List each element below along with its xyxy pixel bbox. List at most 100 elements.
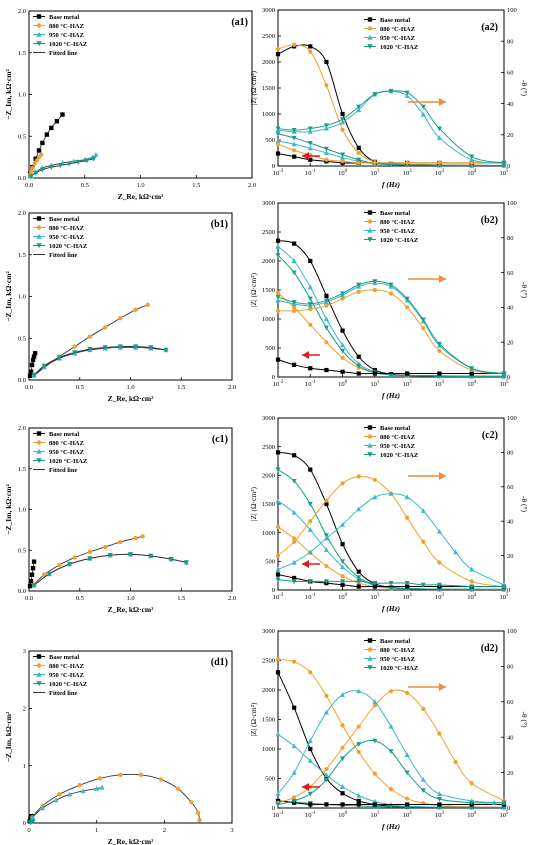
legend-marker — [36, 448, 42, 454]
legend-marker — [36, 458, 42, 464]
y-tick-label: 3000 — [262, 628, 275, 635]
legend-label: 950 °C-HAZ — [380, 35, 415, 42]
data-point — [436, 126, 442, 132]
data-point — [356, 802, 361, 807]
legend-marker — [36, 431, 42, 436]
data-point — [31, 354, 37, 359]
data-point — [56, 355, 63, 361]
x-tick-label: 0.5 — [76, 595, 84, 602]
legend: Base metal 880 °C-HAZ 950 °C-HAZ 1020 °C-HA… — [364, 638, 418, 672]
data-point — [436, 341, 442, 347]
data-point — [308, 366, 313, 371]
y-axis-label: |Z| (Ω·cm²) — [249, 71, 258, 105]
data-point — [340, 291, 346, 297]
y-tick-label: 0.5 — [18, 335, 26, 342]
y2-tick-label: 60 — [507, 70, 514, 77]
data-point — [356, 104, 362, 110]
data-point — [197, 817, 202, 823]
x-tick-exponent: 1 — [377, 169, 380, 174]
data-point — [340, 152, 346, 158]
data-point — [308, 670, 313, 675]
data-point — [291, 270, 297, 276]
data-point — [307, 126, 313, 132]
y-tick-label: 0 — [272, 805, 275, 812]
data-point — [323, 150, 329, 156]
data-point — [48, 164, 54, 170]
data-point — [340, 296, 345, 301]
data-point — [324, 83, 329, 88]
x-tick-exponent: 3 — [441, 380, 444, 385]
nyquist-plot-a1: 0.0 0.5 1.0 1.5 2.0 0.0 0.5 1.0 1.5 2.0 Z_Re, kΩ·c… — [4, 8, 256, 201]
data-point — [60, 112, 65, 117]
data-point — [49, 125, 54, 131]
x-tick-exponent: 1 — [377, 380, 380, 385]
data-point — [291, 559, 297, 565]
data-point — [323, 772, 329, 778]
data-point — [39, 805, 46, 811]
x-axis-label: f (Hz) — [382, 604, 401, 613]
data-point — [372, 703, 377, 708]
data-point — [97, 776, 103, 781]
data-point — [275, 138, 281, 144]
y-tick-label: 0.5 — [18, 133, 26, 140]
x-tick-exponent: -2 — [279, 380, 284, 385]
series-line — [277, 44, 505, 166]
y2-tick-label: 0 — [507, 163, 510, 170]
x-tick-label: 1.5 — [177, 595, 185, 602]
data-point — [388, 804, 394, 810]
y-tick-label: 2.0 — [18, 210, 26, 217]
data-point — [77, 782, 82, 788]
x-tick-exponent: 5 — [506, 811, 509, 816]
data-point — [405, 160, 410, 165]
data-point — [323, 123, 329, 129]
legend-label: 950 °C-HAZ — [49, 234, 84, 241]
data-point — [356, 749, 361, 755]
data-point — [292, 305, 297, 310]
data-point — [275, 566, 281, 572]
y2-tick-label: 60 — [507, 699, 514, 706]
data-point — [32, 161, 37, 167]
x-tick-exponent: 2 — [409, 380, 412, 385]
legend-marker — [367, 227, 373, 233]
x-tick-label: 105 — [500, 811, 510, 819]
data-point — [72, 555, 77, 560]
x-tick-exponent: -1 — [312, 380, 317, 385]
data-point — [117, 344, 123, 350]
data-point — [307, 296, 313, 302]
panel-label: (d2) — [481, 643, 498, 654]
data-point — [356, 575, 362, 581]
fitted-line — [33, 553, 187, 586]
data-point — [388, 89, 394, 94]
x-tick-label: 10-2 — [273, 380, 284, 388]
data-point — [307, 128, 313, 134]
data-point — [275, 553, 281, 558]
data-point — [118, 772, 123, 778]
red-arrow-left-head — [302, 152, 309, 160]
data-point — [39, 152, 44, 157]
data-point — [324, 802, 329, 807]
y2-tick-label: 40 — [507, 305, 514, 312]
data-point — [340, 564, 346, 570]
data-point — [340, 579, 346, 585]
panel-label: (b1) — [211, 219, 228, 230]
data-point — [94, 785, 100, 791]
x-tick-label: 104 — [467, 811, 477, 819]
data-point — [308, 467, 313, 472]
data-point — [87, 549, 93, 555]
legend-label: 880 °C-HAZ — [49, 663, 84, 670]
x-tick-exponent: 1 — [377, 811, 380, 816]
data-point — [340, 481, 345, 486]
x-tick-label: 100 — [338, 593, 348, 601]
y-tick-label: 1000 — [262, 530, 275, 537]
data-point — [291, 743, 297, 749]
data-point — [356, 282, 362, 288]
data-point — [324, 157, 329, 162]
legend-label: 880 °C-HAZ — [380, 219, 415, 226]
data-point — [437, 731, 442, 736]
y2-tick-label: 100 — [507, 200, 517, 207]
orange-arrow-right-head — [439, 683, 446, 691]
data-point — [291, 300, 297, 305]
data-point — [72, 344, 77, 349]
legend-marker — [36, 671, 42, 677]
panel-label: (b2) — [481, 215, 498, 226]
